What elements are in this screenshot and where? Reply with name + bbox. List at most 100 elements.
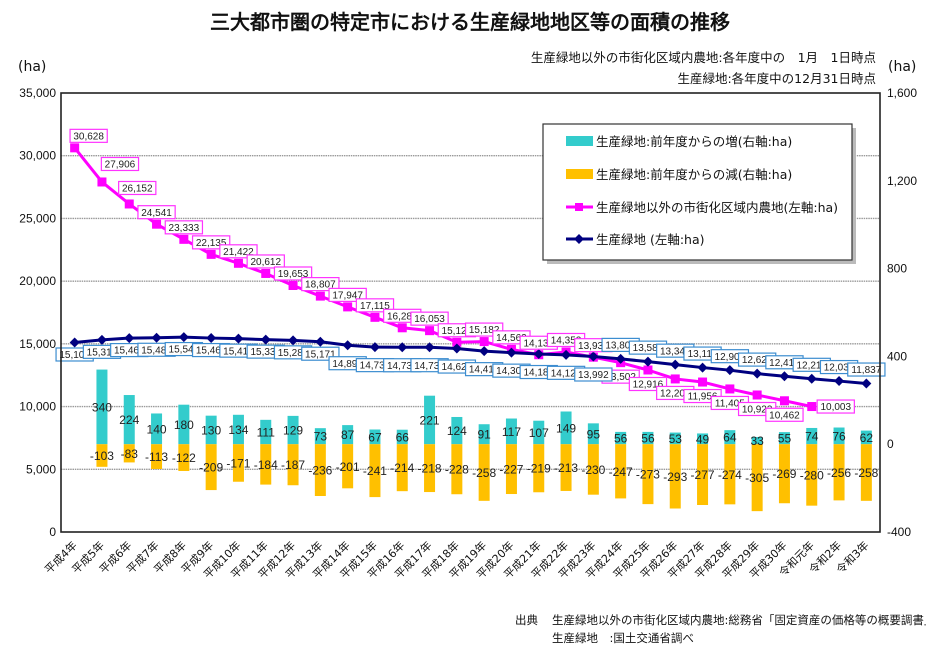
bar-label-decrease: -277 [691,468,715,482]
left-axis-tick-label: 10,000 [19,400,56,414]
right-axis-tick-label: 400 [887,349,907,363]
data-label-farmland: 23,333 [169,223,200,234]
point-farmland-square-marker [261,268,271,278]
data-label-green: 15,109 [59,350,90,361]
bar-decrease [642,444,654,505]
bar-increase [342,425,354,445]
source-line-green: 生産緑地 :国土交通省調べ [552,631,694,645]
bar-decrease [396,444,408,492]
left-axis-tick-label: 35,000 [19,86,56,100]
legend-label-increase: 生産緑地:前年度からの増(右軸:ha) [596,134,792,149]
data-label-green: 15,485 [141,345,172,356]
bar-increase [642,431,654,445]
bar-label-decrease: -113 [145,450,168,464]
chart-subtitle-farmland: 生産緑地以外の市街化区域内農地:各年度中の 1月 1日時点 [531,50,876,65]
bar-label-decrease: -83 [121,447,139,461]
point-green-diamond-marker [69,337,80,348]
bar-increase [287,415,299,445]
data-label-box-farmland [246,254,285,269]
right-axis-tick-label: 1,200 [887,174,917,188]
data-label-farmland: 19,653 [278,269,309,280]
data-label-green: 13,992 [578,370,609,381]
bar-decrease [615,444,627,499]
data-label-farmland: 10,462 [769,410,800,421]
chart-subtitle-green: 生産緑地:各年度中の12月31日時点 [677,71,876,86]
source-label: 出典 [515,613,538,627]
bar-label-increase: 33 [750,434,764,448]
point-green-diamond-marker [342,340,353,351]
bar-label-increase: 91 [477,428,491,442]
source-note: 出典 生産緑地以外の市街化区域内農地:総務省「固定資産の価格等の概要調書」 生産… [515,613,926,645]
bar-increase [314,428,326,445]
left-axis-unit: (ha) [18,59,46,75]
data-label-green: 12,034 [824,363,855,374]
point-green-diamond-marker [588,351,599,362]
legend-item-decrease: 生産緑地:前年度からの減(右軸:ha) [566,167,792,182]
bar-decrease [778,444,790,504]
point-green-diamond-marker [642,356,653,367]
left-axis-tick-label: 25,000 [19,211,56,225]
data-label-box-farmland [118,180,157,196]
bar-increase [505,418,517,445]
bar-label-decrease: -171 [226,456,250,470]
data-label-box-farmland [137,205,176,220]
data-label-green: 12,901 [715,352,746,363]
point-green-diamond-marker [315,336,326,347]
legend-swatch-decrease [566,169,593,179]
point-farmland-square-marker [779,396,789,406]
bar-label-decrease: -213 [554,461,578,475]
data-label-farmland: 10,923 [742,405,773,416]
bar-label-increase: 221 [420,413,440,427]
point-farmland-square-marker [452,337,462,347]
bar-decrease [260,444,272,485]
left-axis-tick-label: 15,000 [19,337,56,351]
data-label-farmland: 16,280 [387,311,418,322]
legend-label-green: 生産緑地 (左軸:ha) [596,232,705,247]
bar-label-increase: 64 [723,431,737,445]
data-label-box-farmland [816,399,855,414]
point-farmland-square-marker [425,326,435,336]
bar-decrease [451,444,463,495]
point-farmland-square-marker [152,219,162,229]
bar-label-increase: 74 [805,430,819,444]
bar-label-increase: 129 [283,424,303,438]
data-label-farmland: 11,405 [715,399,745,410]
data-label-box-farmland [765,407,804,422]
bar-decrease [151,444,163,470]
bar-label-increase: 87 [341,428,355,442]
point-farmland-square-marker [315,291,325,301]
data-label-green: 15,415 [223,346,254,357]
data-label-green: 13,583 [633,343,664,354]
right-axis-unit: (ha) [888,59,916,75]
legend-item-green: 生産緑地 (左軸:ha) [566,232,705,247]
bar-label-decrease: -209 [199,461,223,475]
data-label-green: 14,626 [442,362,473,373]
data-label-farmland: 18,807 [305,280,336,291]
data-label-green: 15,462 [196,346,227,357]
bar-label-increase: 66 [396,430,410,444]
bar-label-decrease: -258 [472,466,496,480]
bar-label-increase: 62 [860,431,874,445]
bar-label-decrease: -256 [827,466,851,480]
bar-decrease [424,444,436,493]
chart-title: 三大都市圏の特定市における生産緑地地区等の面積の推移 [210,10,730,34]
bar-label-decrease: -227 [499,463,523,477]
data-label-green: 13,110 [688,349,718,360]
bar-label-increase: 95 [587,427,601,441]
legend-item-increase: 生産緑地:前年度からの増(右軸:ha) [566,134,792,149]
bar-increase [478,424,490,445]
point-green-diamond-marker [233,333,244,344]
legend-label-decrease: 生産緑地:前年度からの減(右軸:ha) [596,167,792,182]
legend-swatch-increase [566,136,593,146]
data-label-farmland: 13,938 [578,341,609,352]
data-label-farmland: 26,152 [122,184,153,195]
point-farmland-square-marker [206,249,216,259]
data-label-farmland: 17,947 [332,290,363,301]
data-label-box-farmland [164,220,204,235]
data-label-farmland: 20,612 [250,257,281,268]
point-farmland-square-marker [752,390,762,400]
point-farmland-square-marker [370,312,380,322]
data-label-green: 15,281 [278,348,309,359]
bar-label-decrease: -258 [854,466,878,480]
data-label-farmland: 14,562 [496,333,527,344]
